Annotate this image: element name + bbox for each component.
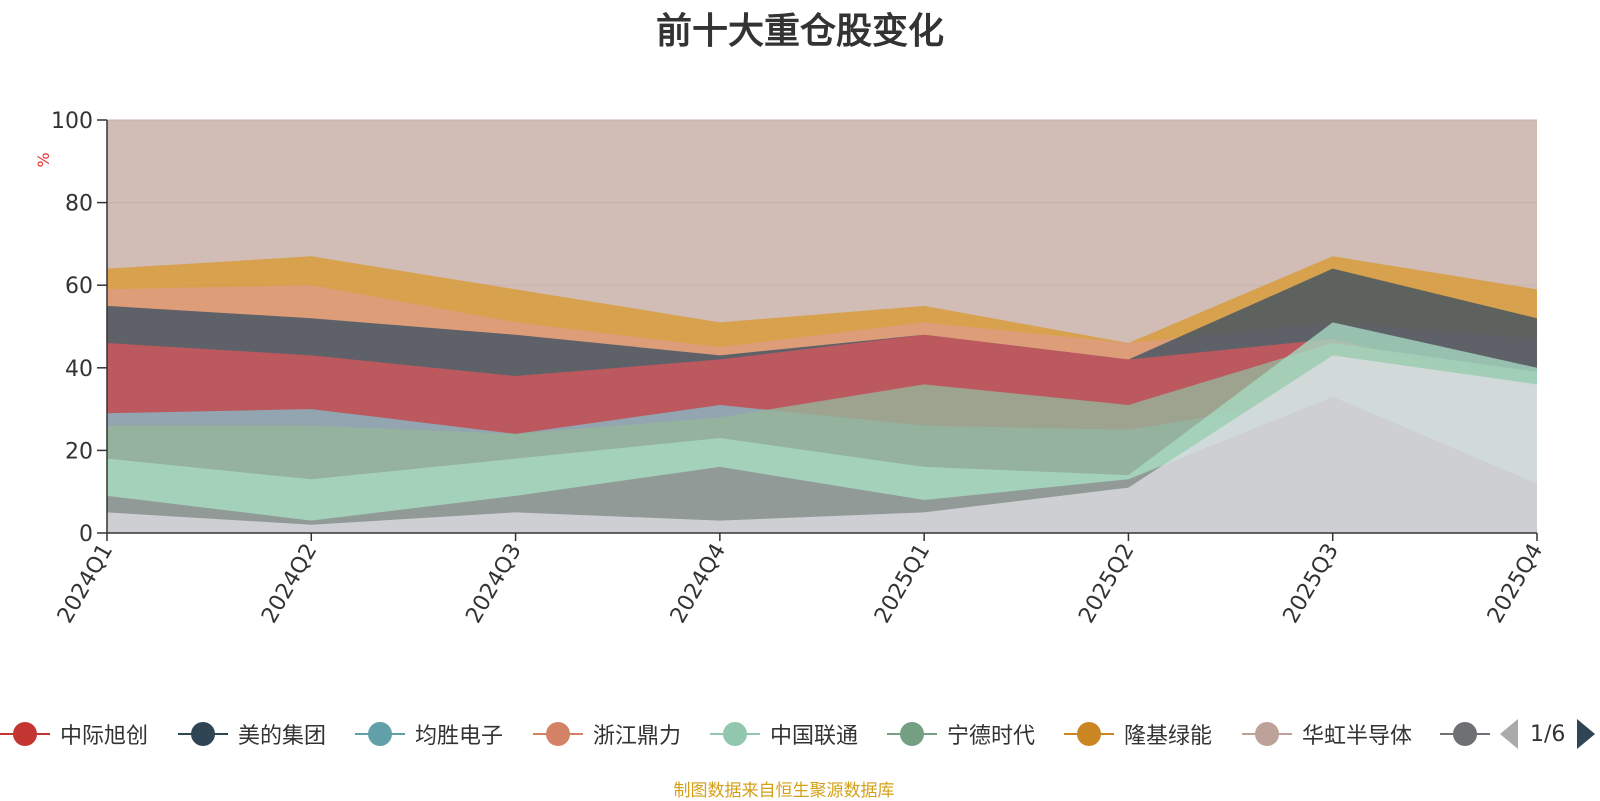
y-tick-label: 20 <box>65 439 93 464</box>
legend-label: 中际旭创 <box>60 724 149 749</box>
y-axis-label: % <box>34 152 53 167</box>
legend-label: 均胜电子 <box>415 724 504 749</box>
x-tick-label: 2024Q2 <box>257 540 322 628</box>
y-tick-label: 100 <box>51 109 93 134</box>
area-chart: 0 20 40 60 80 100 2024Q1 2024Q2 2024Q3 2024Q4 2025… <box>34 109 1548 628</box>
series-areas <box>107 120 1537 533</box>
legend-marker-icon <box>0 719 50 749</box>
legend-marker-icon <box>355 719 405 749</box>
y-tick-label: 80 <box>65 192 93 217</box>
legend-item[interactable]: 美的集团 <box>178 716 326 752</box>
x-tick-label: 2025Q3 <box>1279 540 1344 628</box>
legend-label: 中国联通 <box>770 724 859 749</box>
legend-marker-icon <box>178 719 228 749</box>
legend-marker-icon <box>1064 719 1114 749</box>
legend-page-info: 1/6 <box>1530 721 1566 747</box>
chart-title: 前十大重仓股变化 <box>655 11 944 52</box>
x-tick-label: 2024Q1 <box>53 540 118 628</box>
legend-item[interactable]: 中国联通 <box>710 716 858 752</box>
legend-marker-icon <box>1242 719 1292 749</box>
legend-marker-icon <box>1440 719 1490 749</box>
legend-label: 隆基绿能 <box>1124 724 1213 749</box>
legend: 中际旭创 美的集团 均胜电子 浙江鼎力 中国联通 宁德时代 隆基绿能 华虹半导体 <box>0 716 1600 756</box>
x-tick-label: 2024Q4 <box>666 540 731 628</box>
data-source-note: 制图数据来自恒生聚源数据库 <box>673 781 895 801</box>
legend-next-arrow-icon[interactable] <box>1577 719 1596 749</box>
legend-item[interactable] <box>1440 716 1500 752</box>
legend-item[interactable]: 浙江鼎力 <box>533 716 681 752</box>
y-tick-label: 40 <box>65 357 93 382</box>
legend-marker-icon <box>710 719 760 749</box>
legend-marker-icon <box>887 719 937 749</box>
legend-item[interactable]: 中际旭创 <box>0 716 148 752</box>
y-tick-label: 60 <box>65 274 93 299</box>
x-tick-label: 2025Q1 <box>870 540 935 628</box>
y-tick-label: 0 <box>79 522 93 547</box>
legend-marker-icon <box>533 719 583 749</box>
x-tick-label: 2024Q3 <box>461 540 526 628</box>
legend-label: 宁德时代 <box>947 724 1036 749</box>
legend-item[interactable]: 宁德时代 <box>887 716 1035 752</box>
legend-label: 华虹半导体 <box>1302 724 1413 749</box>
x-tick-label: 2025Q2 <box>1074 540 1139 628</box>
legend-pager: 1/6 <box>1500 716 1596 752</box>
legend-label: 美的集团 <box>238 724 327 749</box>
legend-item[interactable]: 华虹半导体 <box>1242 716 1412 752</box>
legend-label: 浙江鼎力 <box>593 724 682 749</box>
legend-item[interactable]: 均胜电子 <box>355 716 503 752</box>
area-series-9 <box>107 355 1537 533</box>
legend-prev-arrow-icon[interactable] <box>1500 719 1518 749</box>
x-tick-label: 2025Q4 <box>1483 540 1548 628</box>
legend-item[interactable]: 隆基绿能 <box>1064 716 1212 752</box>
